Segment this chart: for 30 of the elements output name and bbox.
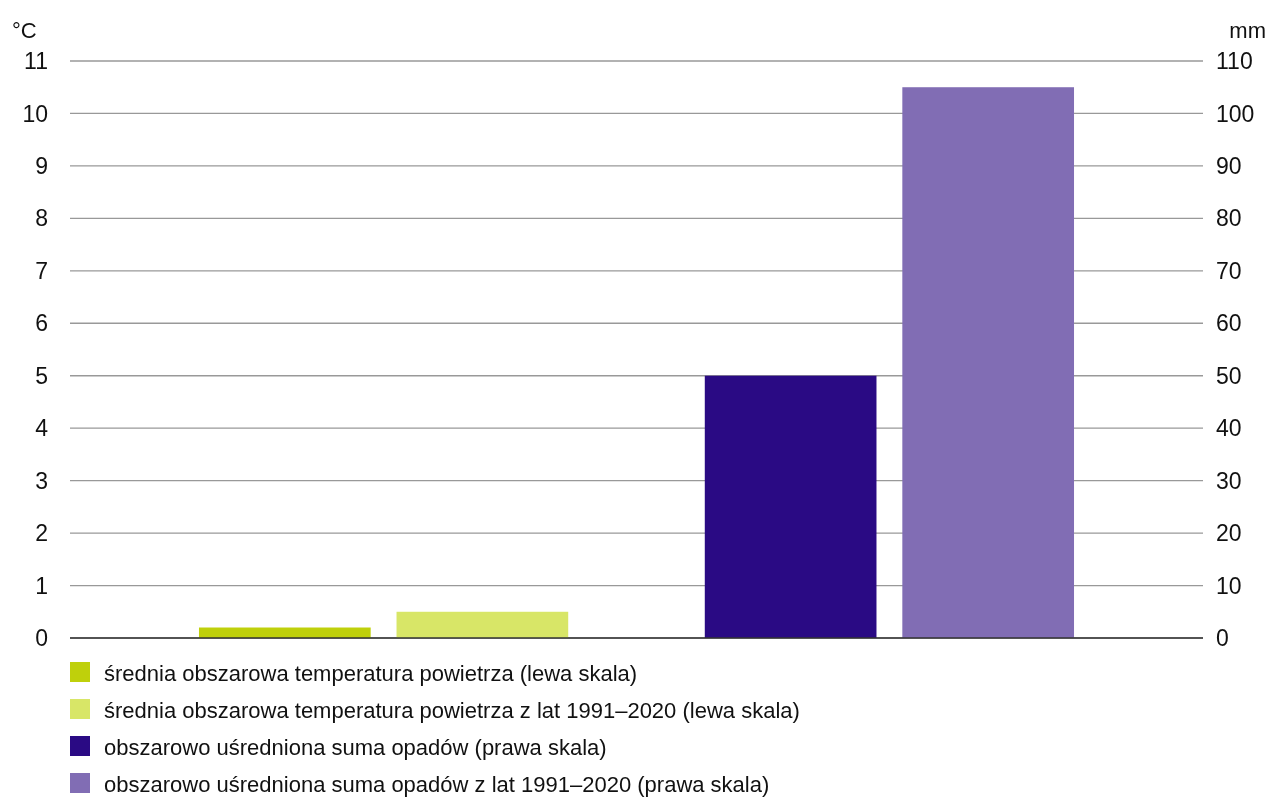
legend-label: średnia obszarowa temperatura powietrza z lat 1991–2020 (lewa skala) xyxy=(104,697,800,723)
y-axis-title: °C xyxy=(12,18,37,43)
y-tick-label: 2 xyxy=(35,520,48,547)
y2-axis-title: mm xyxy=(1229,18,1266,43)
y-tick-label: 7 xyxy=(35,257,48,284)
y2-tick-label: 80 xyxy=(1216,205,1242,232)
y2-tick-label: 60 xyxy=(1216,310,1242,337)
y-tick-label: 0 xyxy=(35,625,48,652)
y2-tick-label: 30 xyxy=(1216,467,1242,494)
y2-tick-label: 10 xyxy=(1216,572,1242,599)
y2-tick-label: 110 xyxy=(1216,48,1253,75)
y2-tick-label: 40 xyxy=(1216,415,1242,442)
y2-tick-label: 20 xyxy=(1216,520,1242,547)
y2-tick-label: 50 xyxy=(1216,362,1242,389)
y2-tick-label: 90 xyxy=(1216,152,1242,179)
y-tick-label: 8 xyxy=(35,205,48,232)
legend-label: średnia obszarowa temperatura powietrza (lewa skala) xyxy=(104,660,638,686)
y-tick-label: 5 xyxy=(35,362,48,389)
y2-tick-label: 0 xyxy=(1216,625,1229,652)
y-tick-label: 1 xyxy=(35,572,48,599)
y-tick-label: 10 xyxy=(22,100,48,127)
y-tick-label: 11 xyxy=(24,48,48,75)
y-tick-label: 3 xyxy=(35,467,48,494)
legend-label: obszarowo uśredniona suma opadów (prawa skala) xyxy=(104,734,607,760)
y2-tick-label: 100 xyxy=(1216,100,1255,127)
y2-tick-label: 70 xyxy=(1216,257,1242,284)
y-tick-label: 9 xyxy=(35,152,48,179)
y-tick-label: 4 xyxy=(35,415,49,442)
y-tick-label: 6 xyxy=(35,310,48,337)
legend-label: obszarowo uśredniona suma opadów z lat 1991–2020 (prawa skala) xyxy=(104,771,770,797)
